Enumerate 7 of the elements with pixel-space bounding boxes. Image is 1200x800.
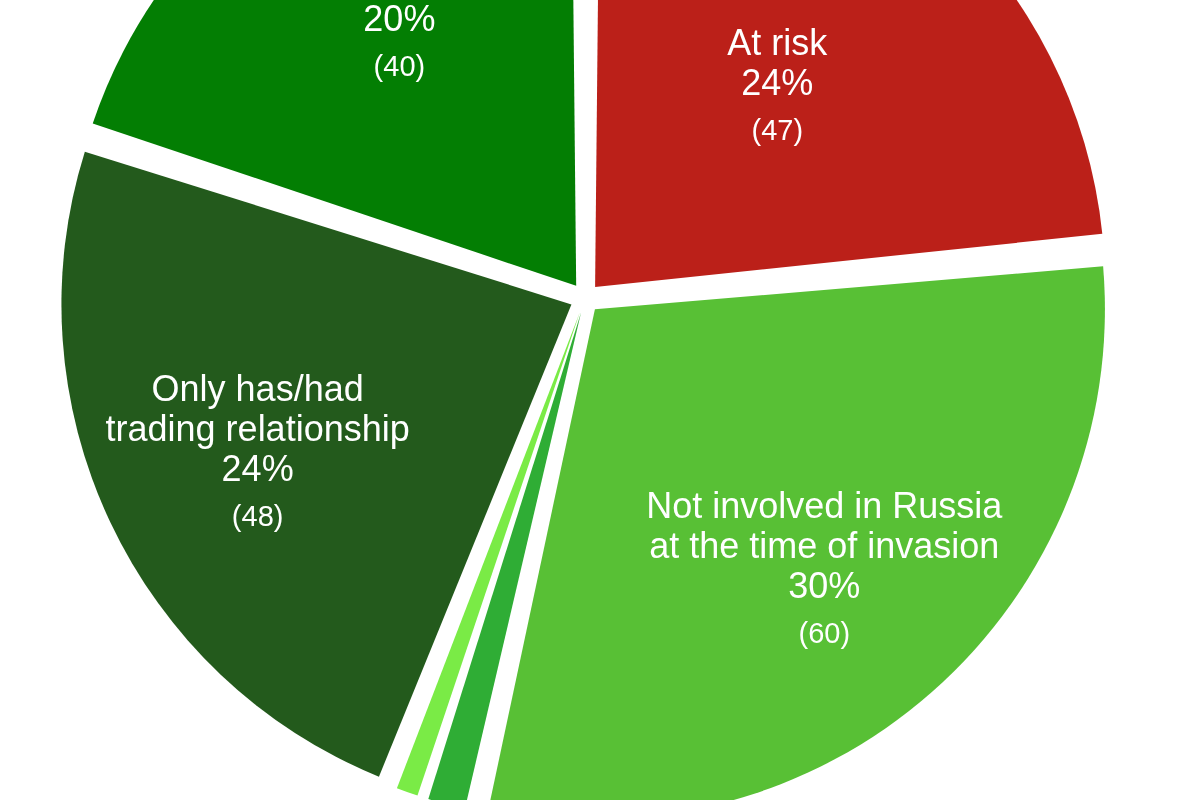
text: 24% (47) — [741, 62, 814, 147]
slice-label: Only has/had trading relationship — [105, 367, 410, 449]
text: 30% (60) — [788, 564, 861, 649]
slice-label: At risk — [727, 22, 829, 64]
slice-label: Not involved in Russia at the time of invasion — [646, 484, 1004, 566]
text: 20% (40) — [363, 0, 436, 83]
text: 24% (48) — [221, 447, 294, 532]
